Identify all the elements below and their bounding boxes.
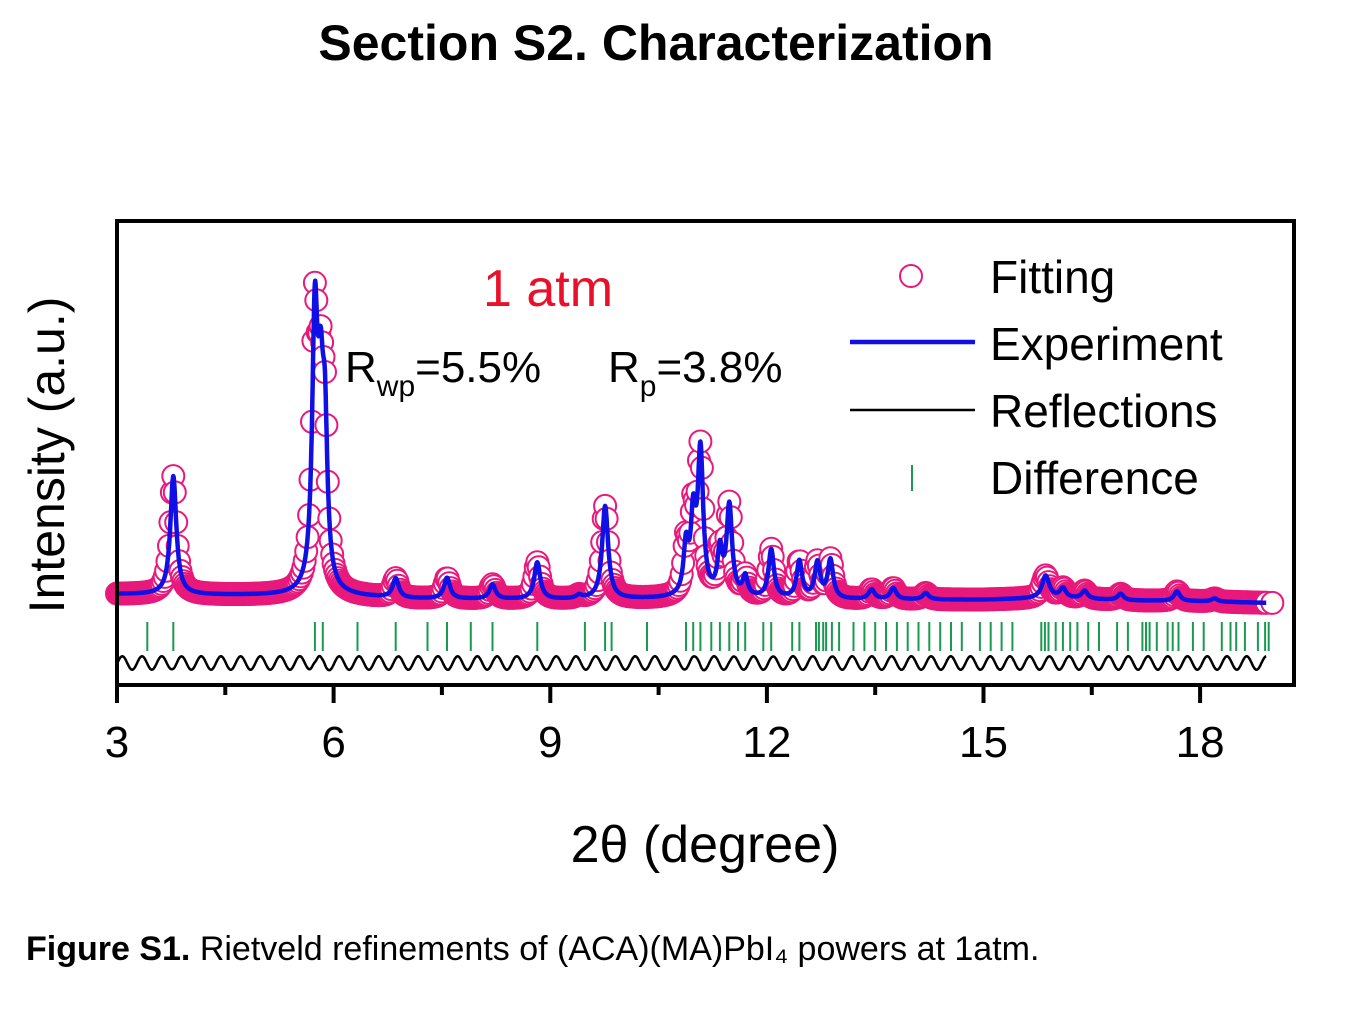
y-axis-label: Intensity (a.u.) [19,297,75,614]
legend: Fitting Experiment Reflections Differenc… [850,251,1223,504]
section-title: Section S2. Characterization [318,15,994,71]
x-tick-label: 15 [959,718,1008,767]
legend-fitting-marker [899,264,923,288]
legend-fitting-label: Fitting [990,251,1115,303]
x-tick-label: 12 [742,718,791,767]
experiment-series-line [115,278,1269,606]
legend-difference-label: Difference [990,452,1199,504]
rp-subscript: p [640,370,657,403]
rwp-value: =5.5% [415,343,541,392]
legend-reflections-label: Reflections [990,385,1218,437]
legend-experiment-label: Experiment [990,318,1223,370]
figure-caption-label: Figure S1. [26,930,191,968]
rp-annotation: Rp=3.8% [608,343,782,403]
x-tick-label: 9 [538,718,562,767]
figure-caption: Figure S1. Rietveld refinements of (ACA)… [26,930,1039,969]
difference-series-line [115,654,1267,672]
rwp-symbol: R [345,343,377,392]
x-tick-label: 18 [1176,718,1225,767]
x-axis-label: 2θ (degree) [571,816,840,874]
rwp-annotation: Rwp=5.5% [345,343,541,403]
plot-frame [115,219,1296,687]
rwp-subscript: wp [376,370,415,403]
rp-value: =3.8% [656,343,782,392]
x-axis: 3 6 9 12 15 18 [105,685,1225,767]
x-tick-label: 3 [105,718,129,767]
reflection-ticks [146,622,1270,651]
x-tick-label: 6 [321,718,345,767]
figure-caption-text: Rietveld refinements of (ACA)(MA)PbI₄ po… [199,930,1040,968]
condition-label: 1 atm [483,260,613,318]
rp-symbol: R [608,343,640,392]
